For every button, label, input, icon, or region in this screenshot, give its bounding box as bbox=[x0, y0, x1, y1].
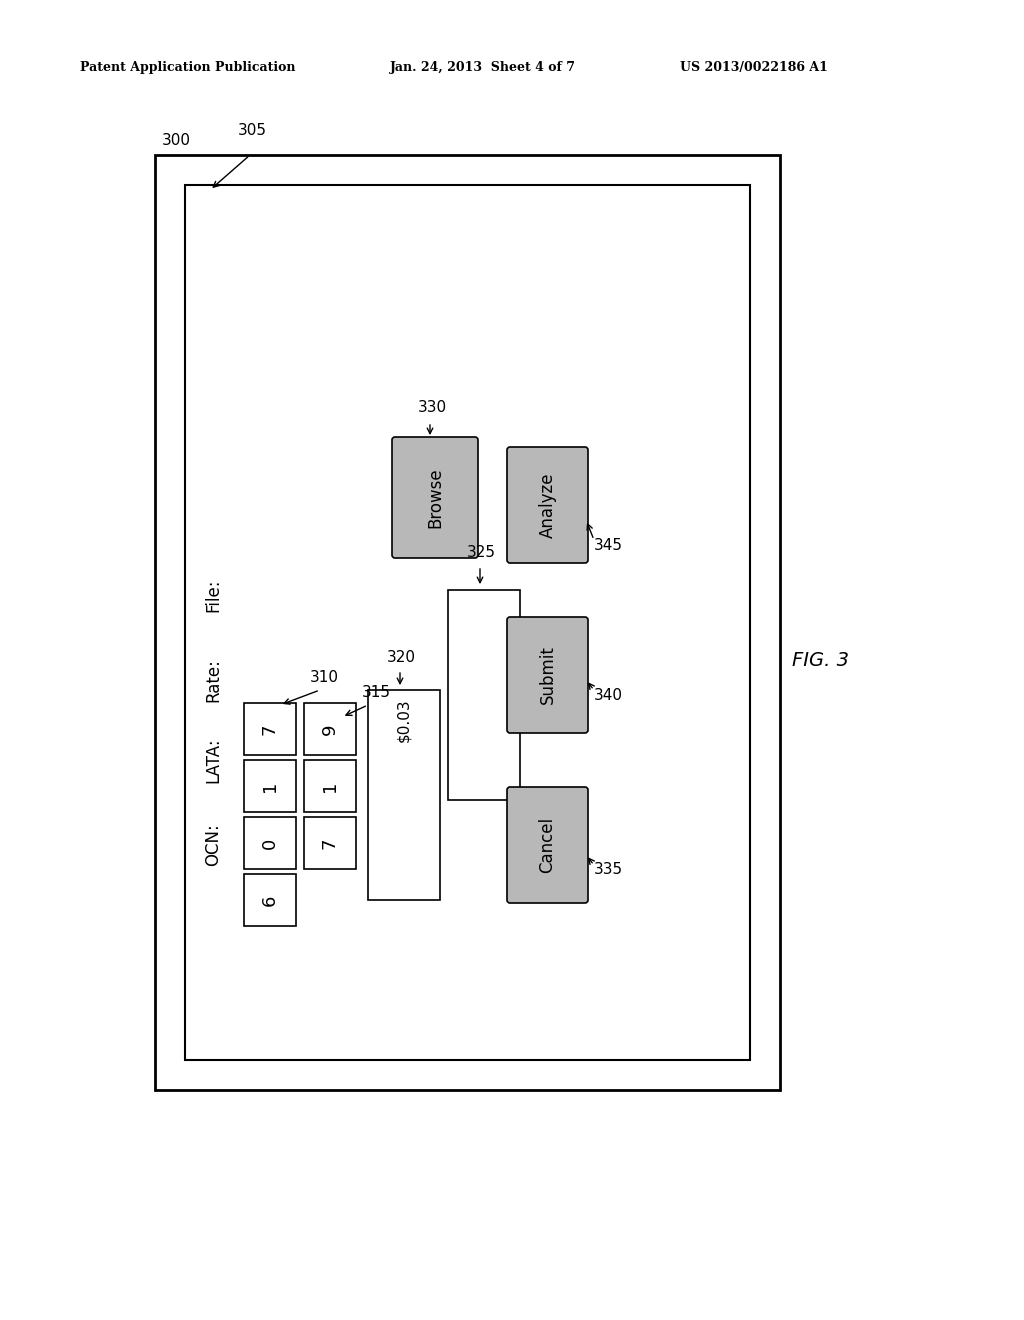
Text: 1: 1 bbox=[261, 780, 279, 792]
Text: Jan. 24, 2013  Sheet 4 of 7: Jan. 24, 2013 Sheet 4 of 7 bbox=[390, 62, 575, 74]
Text: 320: 320 bbox=[387, 649, 416, 665]
Bar bbox=[244, 760, 296, 812]
Bar bbox=[244, 874, 296, 927]
Text: $0.03: $0.03 bbox=[396, 698, 412, 742]
Bar bbox=[244, 704, 296, 755]
Text: File:: File: bbox=[204, 578, 222, 611]
Text: 9: 9 bbox=[321, 723, 339, 735]
Bar bbox=[368, 690, 440, 900]
Text: Patent Application Publication: Patent Application Publication bbox=[80, 62, 296, 74]
FancyBboxPatch shape bbox=[507, 616, 588, 733]
Text: 7: 7 bbox=[321, 837, 339, 849]
Text: FIG. 3: FIG. 3 bbox=[792, 651, 849, 669]
Text: 340: 340 bbox=[594, 688, 623, 702]
Text: Cancel: Cancel bbox=[539, 817, 556, 873]
Bar bbox=[449, 590, 520, 800]
Bar bbox=[304, 704, 356, 755]
Text: OCN:: OCN: bbox=[204, 824, 222, 866]
Text: 345: 345 bbox=[594, 537, 623, 553]
Bar bbox=[185, 185, 750, 1060]
Bar bbox=[304, 760, 356, 812]
Text: LATA:: LATA: bbox=[204, 737, 222, 783]
FancyBboxPatch shape bbox=[507, 447, 588, 564]
Text: 325: 325 bbox=[467, 545, 496, 560]
Text: 6: 6 bbox=[261, 895, 279, 906]
Text: Analyze: Analyze bbox=[539, 473, 556, 537]
Text: Rate:: Rate: bbox=[204, 659, 222, 702]
Text: 1: 1 bbox=[321, 780, 339, 792]
Text: 315: 315 bbox=[362, 685, 391, 700]
Text: 7: 7 bbox=[261, 723, 279, 735]
Bar bbox=[304, 817, 356, 869]
Text: 305: 305 bbox=[238, 123, 267, 139]
Text: Submit: Submit bbox=[539, 645, 556, 705]
FancyBboxPatch shape bbox=[392, 437, 478, 558]
Bar bbox=[244, 817, 296, 869]
Text: US 2013/0022186 A1: US 2013/0022186 A1 bbox=[680, 62, 827, 74]
Text: 300: 300 bbox=[162, 133, 191, 148]
Bar bbox=[155, 154, 780, 1090]
Text: 335: 335 bbox=[594, 862, 624, 878]
Text: 310: 310 bbox=[310, 671, 339, 685]
Text: Browse: Browse bbox=[426, 467, 444, 528]
Text: 330: 330 bbox=[418, 400, 447, 414]
FancyBboxPatch shape bbox=[507, 787, 588, 903]
Text: 0: 0 bbox=[261, 837, 279, 849]
